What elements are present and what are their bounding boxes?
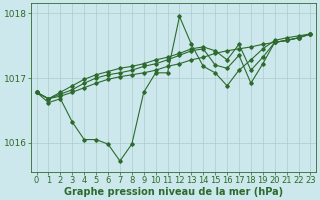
X-axis label: Graphe pression niveau de la mer (hPa): Graphe pression niveau de la mer (hPa) bbox=[64, 187, 283, 197]
